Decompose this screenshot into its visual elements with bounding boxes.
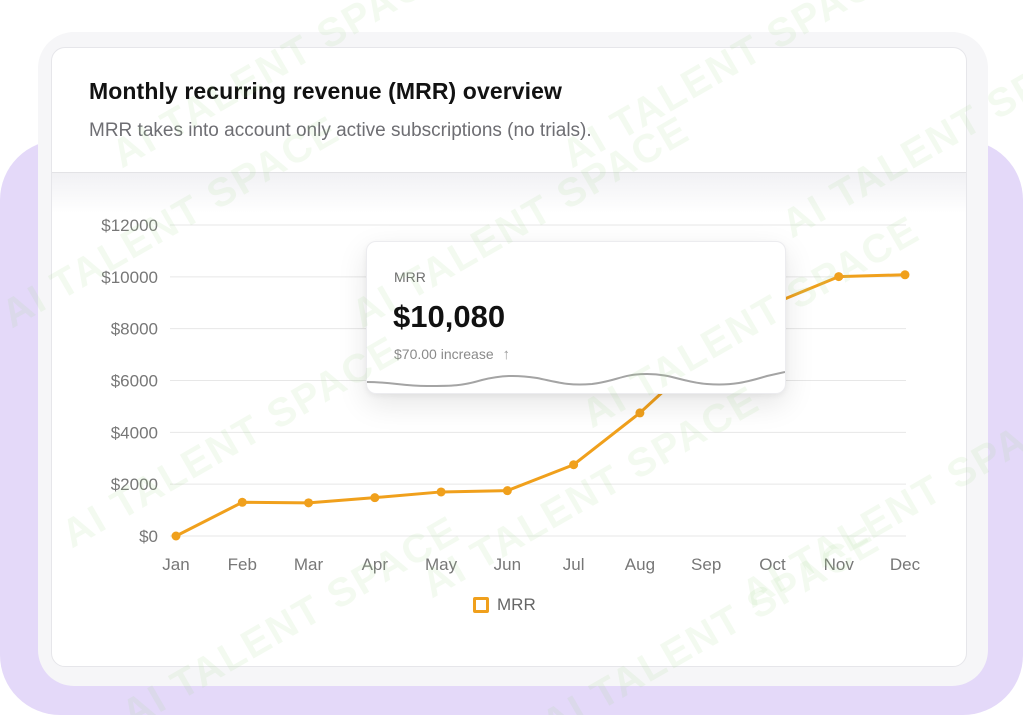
x-tick-label: Oct [759,555,786,574]
data-point [370,493,380,503]
data-point [834,272,844,282]
sparkline-path [367,371,785,388]
tooltip-change: $70.00 increase ↑ [394,346,510,363]
chart-tooltip: MRR $10,080 $70.00 increase ↑ [366,241,786,394]
x-tick-label: Jun [494,555,521,574]
x-tick-label: Jul [563,555,585,574]
x-tick-label: Mar [294,555,324,574]
x-tick-label: May [425,555,458,574]
x-tick-label: Aug [625,555,655,574]
tooltip-sparkline [367,371,785,388]
x-tick-label: Nov [824,555,855,574]
mrr-card: Monthly recurring revenue (MRR) overview… [51,47,967,667]
tooltip-change-text: $70.00 increase [394,346,494,362]
x-tick-label: Feb [228,555,257,574]
card-divider-shadow [52,173,966,213]
tooltip-value: $10,080 [393,299,506,334]
y-tick-label: $2000 [111,475,158,494]
y-tick-label: $8000 [111,320,158,339]
y-tick-label: $4000 [111,423,158,442]
y-tick-label: $10000 [101,268,158,287]
data-point [635,408,645,418]
data-point [171,531,181,541]
arrow-up-icon: ↑ [502,346,511,363]
data-point [436,487,446,497]
chart-legend[interactable]: MRR [473,593,536,617]
data-point [502,486,512,496]
tooltip-label: MRR [394,269,426,285]
card-divider [52,172,966,173]
legend-swatch-mrr [473,597,489,613]
data-point [900,270,910,280]
legend-label-mrr: MRR [497,595,536,614]
y-tick-label: $12000 [101,216,158,235]
x-tick-label: Dec [890,555,921,574]
x-tick-label: Apr [362,555,389,574]
data-point [237,497,247,507]
x-tick-label: Sep [691,555,721,574]
card-title: Monthly recurring revenue (MRR) overview [89,78,563,104]
data-point [304,498,314,508]
data-point [569,460,579,470]
card-subtitle: MRR takes into account only active subsc… [89,120,592,141]
y-tick-label: $0 [139,527,158,546]
x-tick-label: Jan [162,555,189,574]
y-tick-label: $6000 [111,372,158,391]
